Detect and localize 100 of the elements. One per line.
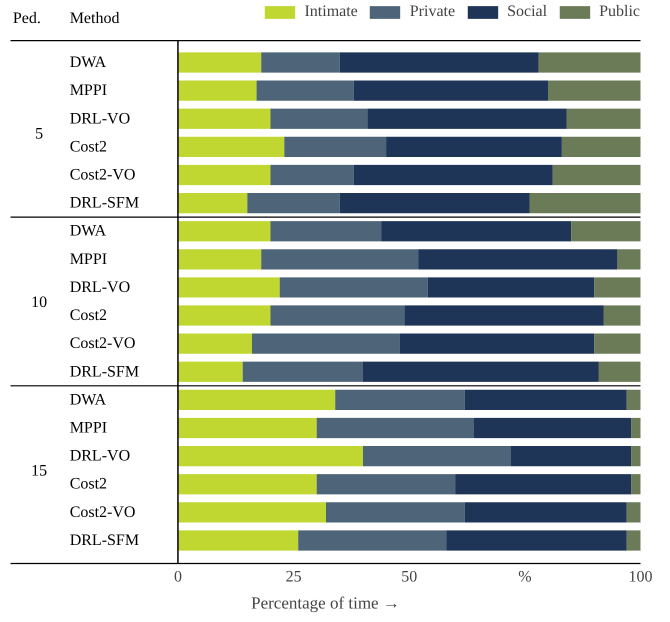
y-tick-label: Cost2 [70, 138, 108, 156]
bar [631, 474, 640, 494]
bar [598, 362, 640, 382]
bar [362, 362, 599, 382]
text: Method [70, 10, 120, 28]
legend-label: Private [410, 3, 456, 21]
bar [552, 164, 640, 186]
bar [594, 334, 640, 354]
bar [178, 474, 317, 494]
bar [178, 334, 252, 354]
bar [617, 249, 640, 270]
bar [571, 221, 640, 242]
bar [626, 390, 640, 410]
x-tick-label: 100 [628, 568, 652, 586]
bar [178, 221, 270, 242]
bar [247, 192, 340, 214]
x-tick-label: 0 [174, 568, 182, 586]
y-tick-label: DRL-VO [70, 448, 130, 465]
bar [626, 502, 640, 522]
bar [178, 390, 336, 410]
text: 15 [31, 462, 48, 480]
bar [335, 390, 465, 410]
bar [418, 249, 618, 270]
bar [326, 502, 465, 522]
y-tick-label: DRL-SFM [70, 194, 140, 212]
bar [256, 80, 354, 101]
bar [354, 80, 548, 101]
bar [354, 164, 553, 186]
bar [270, 305, 405, 326]
bar [178, 52, 262, 73]
text: Ped. [12, 10, 41, 28]
y-tick-label: DRL-SFM [70, 532, 140, 549]
bar [316, 474, 456, 494]
text: 10 [31, 294, 48, 311]
bar [631, 446, 640, 466]
bar [178, 502, 326, 522]
bar [404, 305, 604, 326]
y-tick-label: MPPI [70, 420, 108, 436]
bar [178, 418, 317, 438]
bar [242, 362, 363, 382]
x-tick-label: 50 [401, 568, 418, 586]
bar [626, 530, 640, 551]
legend-label: Social [507, 3, 548, 21]
y-tick-label: MPPI [70, 82, 108, 100]
bar [474, 418, 632, 438]
y-tick-label: DWA [70, 222, 107, 240]
bar [178, 108, 270, 129]
bar [178, 164, 270, 186]
bar [381, 221, 572, 242]
y-tick-label: DRL-VO [70, 278, 130, 296]
legend-label: Intimate [304, 3, 358, 21]
x-tick-label: % [518, 568, 532, 586]
y-tick-label: DRL-SFM [70, 363, 140, 380]
bar [362, 446, 511, 466]
y-tick-label: Cost2 [70, 476, 108, 493]
bar [178, 136, 284, 157]
bar [455, 474, 632, 494]
bar [270, 164, 354, 186]
bar [280, 277, 428, 298]
bar [386, 136, 562, 157]
bar [178, 249, 262, 270]
bar [270, 221, 382, 242]
bar [603, 305, 640, 326]
bar [284, 136, 386, 157]
bar [340, 52, 539, 73]
bar [178, 446, 363, 466]
bar [631, 418, 640, 438]
bar [529, 192, 640, 214]
bar [340, 192, 530, 214]
bar [464, 502, 627, 522]
y-tick-label: Cost2-VO [70, 335, 136, 352]
bar [178, 305, 270, 326]
bar [270, 108, 368, 129]
y-tick-label: Cost2-VO [70, 504, 136, 521]
y-tick-label: Cost2-VO [70, 166, 136, 184]
bar [562, 136, 640, 157]
x-tick-label: 25 [286, 568, 302, 586]
legend-label: Public [599, 3, 640, 21]
bar [261, 249, 418, 270]
y-tick-label: DWA [70, 391, 107, 408]
bar [538, 52, 640, 73]
y-tick-label: MPPI [70, 250, 108, 268]
y-tick-label: DRL-VO [70, 110, 130, 128]
bar [566, 108, 640, 129]
y-tick-label: Cost2 [70, 307, 108, 324]
text: 5 [35, 125, 44, 142]
bar [446, 530, 627, 551]
bar [178, 362, 243, 382]
y-tick-label: DWA [70, 54, 107, 72]
bar [298, 530, 446, 551]
bar [428, 277, 594, 298]
bar [594, 277, 640, 298]
bar [178, 277, 280, 298]
bar [252, 334, 400, 354]
bar [548, 80, 640, 101]
bar [178, 192, 248, 214]
bar [368, 108, 566, 129]
bar [178, 80, 257, 101]
bar [400, 334, 594, 354]
x-axis-title: Percentage of time → [251, 594, 400, 612]
